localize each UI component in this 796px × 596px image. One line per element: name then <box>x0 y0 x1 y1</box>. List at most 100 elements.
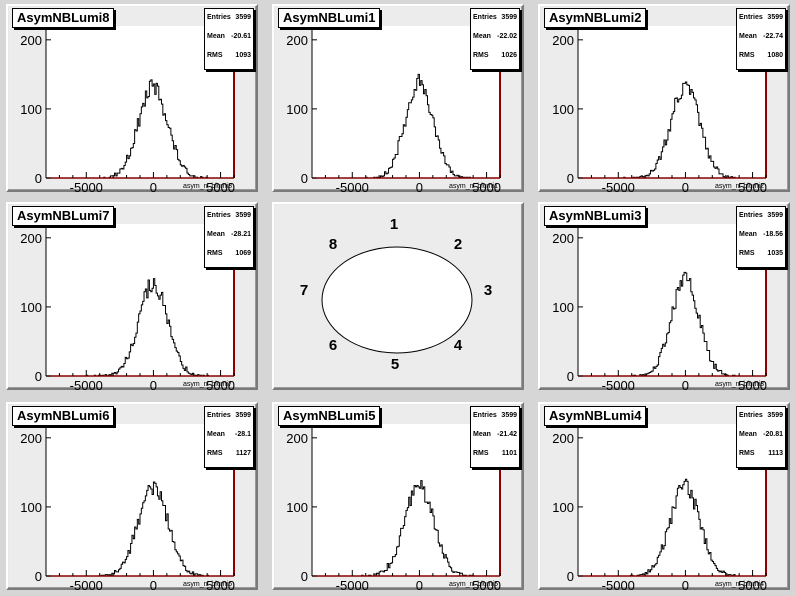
stats-key: Mean <box>207 33 225 40</box>
stats-value: 3599 <box>235 212 251 219</box>
stats-value: 3599 <box>235 412 251 419</box>
stats-box: Entries 3599 Mean -22.74 RMS 1080 <box>736 8 786 70</box>
stats-row-mean: Mean -20.81 <box>739 430 783 440</box>
stats-key: RMS <box>207 52 223 59</box>
plot-area <box>312 26 500 178</box>
stats-value: 3599 <box>501 412 517 419</box>
detector-label-5: 5 <box>390 356 400 373</box>
histogram-pad: 0 100 200 -5000 0 5000 asym_n_blumi3 AsymNBLumi… <box>538 202 790 392</box>
detector-label-8: 8 <box>328 236 338 253</box>
stats-key: RMS <box>473 52 489 59</box>
stats-row-entries: Entries 3599 <box>207 211 251 221</box>
stats-key: Mean <box>473 33 491 40</box>
x-tick-label: 5000 <box>738 378 767 392</box>
stats-row-entries: Entries 3599 <box>473 411 517 421</box>
y-tick-label: 200 <box>286 33 308 48</box>
y-tick-label: 100 <box>286 102 308 117</box>
stats-row-rms: RMS 1069 <box>207 249 251 259</box>
stats-value: 1035 <box>767 250 783 257</box>
stats-value: 3599 <box>767 212 783 219</box>
plot-area <box>46 424 234 576</box>
x-tick-label: 5000 <box>206 378 235 392</box>
stats-key: Mean <box>473 431 491 438</box>
y-tick-label: 200 <box>552 33 574 48</box>
histogram-pad: 0 100 200 -5000 0 5000 asym_n_blumi4 AsymNBLumi… <box>538 402 790 592</box>
stats-key: RMS <box>739 450 755 457</box>
stats-row-rms: RMS 1080 <box>739 51 783 61</box>
stats-value: 1093 <box>235 52 251 59</box>
stats-row-rms: RMS 1113 <box>739 449 783 459</box>
histogram-pad: 0 100 200 -5000 0 5000 asym_n_blumi6 AsymNBLumi… <box>6 402 258 592</box>
stats-key: Entries <box>473 14 497 21</box>
histogram-title: AsymNBLumi4 <box>544 406 647 426</box>
y-tick-label: 200 <box>552 231 574 246</box>
stats-value: -21.42 <box>497 431 517 438</box>
y-tick-label: 100 <box>20 102 42 117</box>
detector-ring <box>321 246 473 354</box>
stats-value: 1101 <box>501 450 517 457</box>
x-tick-label: 5000 <box>738 578 767 592</box>
y-tick-label: 0 <box>567 569 574 584</box>
detector-label-3: 3 <box>483 282 493 299</box>
detector-label-1: 1 <box>389 216 399 233</box>
histogram-pad: 0 100 200 -5000 0 5000 asym_n_blumi5 AsymNBLumi… <box>272 402 524 592</box>
stats-row-entries: Entries 3599 <box>739 211 783 221</box>
x-axis-label: asym_n_blumi4 <box>715 581 764 588</box>
x-axis-label: asym_n_blumi6 <box>183 581 232 588</box>
stats-value: -22.02 <box>497 33 517 40</box>
stats-row-entries: Entries 3599 <box>207 13 251 23</box>
y-tick-label: 100 <box>552 500 574 515</box>
stats-key: Entries <box>207 412 231 419</box>
stats-key: Entries <box>739 212 763 219</box>
stats-key: Entries <box>739 412 763 419</box>
y-tick-label: 0 <box>35 569 42 584</box>
y-tick-label: 0 <box>35 369 42 384</box>
stats-value: 1127 <box>235 450 251 457</box>
stats-box: Entries 3599 Mean -20.81 RMS 1113 <box>736 406 786 468</box>
histogram-title: AsymNBLumi7 <box>12 206 115 226</box>
x-axis-label: asym_n_blumi8 <box>183 183 232 190</box>
stats-value: 3599 <box>767 412 783 419</box>
stats-value: -28.1 <box>235 431 251 438</box>
stats-row-rms: RMS 1093 <box>207 51 251 61</box>
stats-row-mean: Mean -21.42 <box>473 430 517 440</box>
stats-row-rms: RMS 1127 <box>207 449 251 459</box>
stats-key: Entries <box>207 212 231 219</box>
x-tick-label: -5000 <box>70 180 103 194</box>
stats-row-mean: Mean -28.1 <box>207 430 251 440</box>
stats-key: Mean <box>207 431 225 438</box>
plot-area <box>46 224 234 376</box>
stats-key: Entries <box>207 14 231 21</box>
x-tick-label: 0 <box>682 180 689 194</box>
y-tick-label: 0 <box>301 171 308 186</box>
stats-key: RMS <box>473 450 489 457</box>
x-tick-label: 5000 <box>206 578 235 592</box>
stats-value: 3599 <box>235 14 251 21</box>
stats-key: RMS <box>739 52 755 59</box>
stats-key: RMS <box>739 250 755 257</box>
stats-row-mean: Mean -18.56 <box>739 230 783 240</box>
detector-label-2: 2 <box>453 236 463 253</box>
x-tick-label: 5000 <box>738 180 767 194</box>
x-tick-label: 5000 <box>472 578 501 592</box>
y-tick-label: 100 <box>286 500 308 515</box>
x-tick-label: -5000 <box>70 378 103 392</box>
histogram-pad: 0 100 200 -5000 0 5000 asym_n_blumi8 AsymNBLumi… <box>6 4 258 194</box>
y-tick-label: 100 <box>20 500 42 515</box>
stats-row-rms: RMS 1035 <box>739 249 783 259</box>
stats-value: 1113 <box>768 450 783 457</box>
plot-area <box>578 424 766 576</box>
stats-row-mean: Mean -20.61 <box>207 32 251 42</box>
stats-row-rms: RMS 1101 <box>473 449 517 459</box>
stats-row-entries: Entries 3599 <box>207 411 251 421</box>
stats-key: Mean <box>739 33 757 40</box>
stats-row-entries: Entries 3599 <box>739 411 783 421</box>
y-tick-label: 0 <box>301 569 308 584</box>
stats-box: Entries 3599 Mean -18.56 RMS 1035 <box>736 206 786 268</box>
